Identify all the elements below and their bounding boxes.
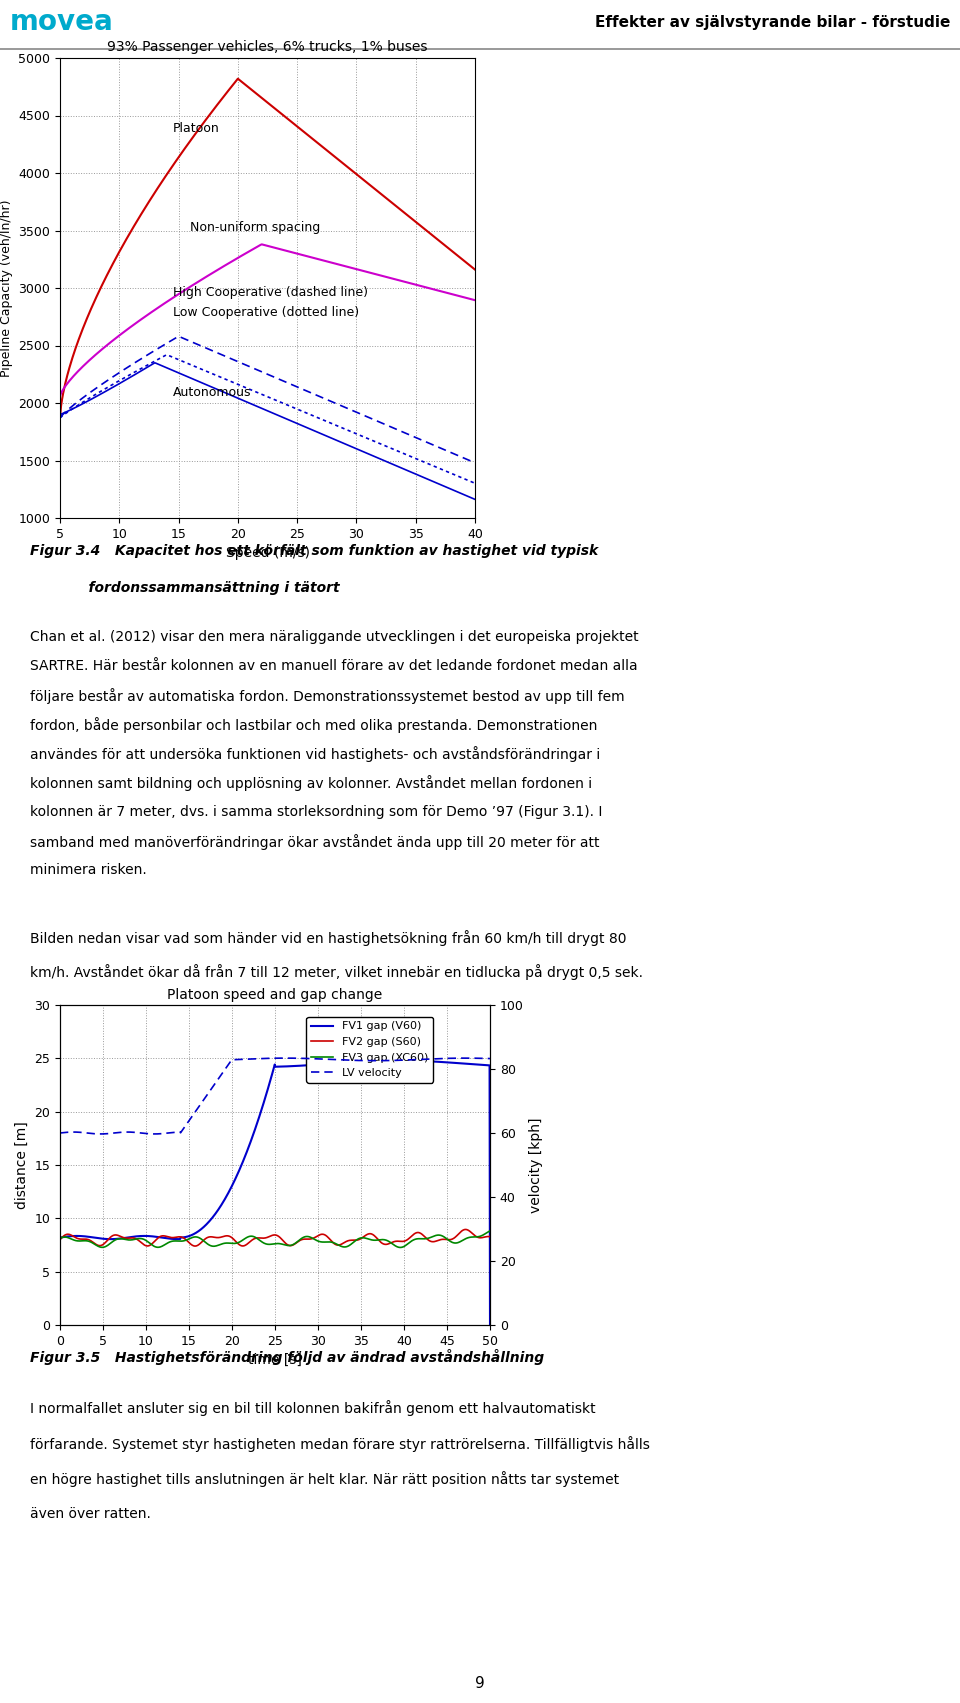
Text: Figur 3.4   Kapacitet hos ett körfält som funktion av hastighet vid typisk: Figur 3.4 Kapacitet hos ett körfält som … xyxy=(30,543,598,557)
Text: en högre hastighet tills anslutningen är helt klar. När rätt position nåtts tar : en högre hastighet tills anslutningen är… xyxy=(30,1471,619,1487)
Text: Non-uniform spacing: Non-uniform spacing xyxy=(190,220,321,233)
FV1 gap (V60) xyxy=(98,1228,109,1248)
FV3 gap (XC60) xyxy=(397,1236,409,1257)
Text: kolonnen är 7 meter, dvs. i samma storleksordning som för Demo ’97 (Figur 3.1). : kolonnen är 7 meter, dvs. i samma storle… xyxy=(30,804,602,819)
X-axis label: Speed (m/s): Speed (m/s) xyxy=(226,547,309,560)
Text: movea: movea xyxy=(10,9,113,36)
Text: Platoon: Platoon xyxy=(173,121,220,135)
Text: Effekter av självstyrande bilar - förstudie: Effekter av självstyrande bilar - förstu… xyxy=(595,15,950,31)
FV3 gap (XC60) xyxy=(484,1221,495,1241)
Title: 93% Passenger vehicles, 6% trucks, 1% buses: 93% Passenger vehicles, 6% trucks, 1% bu… xyxy=(108,41,428,54)
Text: fordon, både personbilar och lastbilar och med olika prestanda. Demonstrationen: fordon, både personbilar och lastbilar o… xyxy=(30,717,597,734)
Legend: FV1 gap (V60), FV2 gap (S60), FV3 gap (XC60), LV velocity: FV1 gap (V60), FV2 gap (S60), FV3 gap (X… xyxy=(306,1017,433,1083)
FV1 gap (V60) xyxy=(390,1051,401,1071)
Text: användes för att undersöka funktionen vid hastighets- och avståndsförändringar i: användes för att undersöka funktionen vi… xyxy=(30,746,600,763)
FV2 gap (S60) xyxy=(350,1230,362,1250)
FV2 gap (S60) xyxy=(228,1230,240,1250)
FV2 gap (S60) xyxy=(98,1233,109,1253)
Y-axis label: velocity [kph]: velocity [kph] xyxy=(529,1117,543,1213)
Text: Figur 3.5   Hastighetsförändring följd av ändrad avståndshållning: Figur 3.5 Hastighetsförändring följd av … xyxy=(30,1349,544,1366)
Line: FV3 gap (XC60): FV3 gap (XC60) xyxy=(60,1231,490,1248)
Text: förfarande. Systemet styr hastigheten medan förare styr rattrörelserna. Tillfäll: förfarande. Systemet styr hastigheten me… xyxy=(30,1436,650,1451)
FV3 gap (XC60) xyxy=(244,1226,255,1247)
LV velocity xyxy=(350,1051,362,1071)
Title: Platoon speed and gap change: Platoon speed and gap change xyxy=(167,988,383,1003)
Y-axis label: distance [m]: distance [m] xyxy=(14,1121,29,1209)
Text: följare består av automatiska fordon. Demonstrationssystemet bestod av upp till : följare består av automatiska fordon. De… xyxy=(30,688,625,703)
LV velocity xyxy=(228,1049,240,1069)
LV velocity xyxy=(398,1049,410,1069)
FV3 gap (XC60) xyxy=(228,1233,240,1253)
FV1 gap (V60) xyxy=(392,1051,403,1071)
Text: Autonomous: Autonomous xyxy=(173,387,252,399)
LV velocity xyxy=(244,1049,255,1069)
FV3 gap (XC60) xyxy=(395,1238,406,1259)
Text: Chan et al. (2012) visar den mera näraliggande utvecklingen i det europeiska pro: Chan et al. (2012) visar den mera närali… xyxy=(30,630,638,644)
Text: Bilden nedan visar vad som händer vid en hastighetsökning från 60 km/h till dryg: Bilden nedan visar vad som händer vid en… xyxy=(30,930,627,945)
Text: High Cooperative (dashed line): High Cooperative (dashed line) xyxy=(173,286,368,300)
Line: FV1 gap (V60): FV1 gap (V60) xyxy=(60,1061,490,1325)
LV velocity xyxy=(391,1051,402,1071)
FV3 gap (XC60) xyxy=(98,1236,109,1257)
LV velocity xyxy=(54,1122,65,1143)
LV velocity xyxy=(279,1047,291,1068)
Text: 9: 9 xyxy=(475,1676,485,1691)
Line: FV2 gap (S60): FV2 gap (S60) xyxy=(60,1230,490,1247)
LV velocity xyxy=(99,1124,110,1144)
Text: kolonnen samt bildning och upplösning av kolonner. Avståndet mellan fordonen i: kolonnen samt bildning och upplösning av… xyxy=(30,775,592,792)
Text: SARTRE. Här består kolonnen av en manuell förare av det ledande fordonet medan a: SARTRE. Här består kolonnen av en manuel… xyxy=(30,659,637,673)
FV2 gap (S60) xyxy=(54,1230,65,1250)
FV1 gap (V60) xyxy=(228,1172,240,1192)
Y-axis label: Pipeline Capacity (veh/ln/hr): Pipeline Capacity (veh/ln/hr) xyxy=(0,199,12,376)
X-axis label: time [s]: time [s] xyxy=(248,1354,302,1368)
FV3 gap (XC60) xyxy=(54,1228,65,1248)
FV1 gap (V60) xyxy=(349,1052,361,1073)
FV2 gap (S60) xyxy=(460,1219,471,1240)
FV2 gap (S60) xyxy=(244,1231,255,1252)
Text: Low Cooperative (dotted line): Low Cooperative (dotted line) xyxy=(173,305,359,318)
LV velocity xyxy=(95,1124,107,1144)
Line: LV velocity: LV velocity xyxy=(60,1058,490,1134)
LV velocity xyxy=(484,1049,495,1069)
FV3 gap (XC60) xyxy=(349,1231,361,1252)
FV1 gap (V60) xyxy=(54,1228,65,1248)
FV3 gap (XC60) xyxy=(390,1236,401,1257)
Text: I normalfallet ansluter sig en bil till kolonnen bakifrån genom ett halvautomati: I normalfallet ansluter sig en bil till … xyxy=(30,1400,595,1415)
FV1 gap (V60) xyxy=(244,1134,255,1155)
FV1 gap (V60) xyxy=(397,1051,409,1071)
FV2 gap (S60) xyxy=(189,1236,201,1257)
FV2 gap (S60) xyxy=(484,1226,495,1247)
Text: samband med manöverförändringar ökar avståndet ända upp till 20 meter för att: samband med manöverförändringar ökar avs… xyxy=(30,834,599,850)
FV2 gap (S60) xyxy=(390,1231,401,1252)
Text: km/h. Avståndet ökar då från 7 till 12 meter, vilket innebär en tidlucka på dryg: km/h. Avståndet ökar då från 7 till 12 m… xyxy=(30,964,643,979)
Text: fordonssammansättning i tätort: fordonssammansättning i tätort xyxy=(30,581,340,594)
FV1 gap (V60) xyxy=(484,1315,495,1335)
Text: minimera risken.: minimera risken. xyxy=(30,863,147,877)
Text: även över ratten.: även över ratten. xyxy=(30,1507,151,1521)
FV2 gap (S60) xyxy=(397,1231,409,1252)
